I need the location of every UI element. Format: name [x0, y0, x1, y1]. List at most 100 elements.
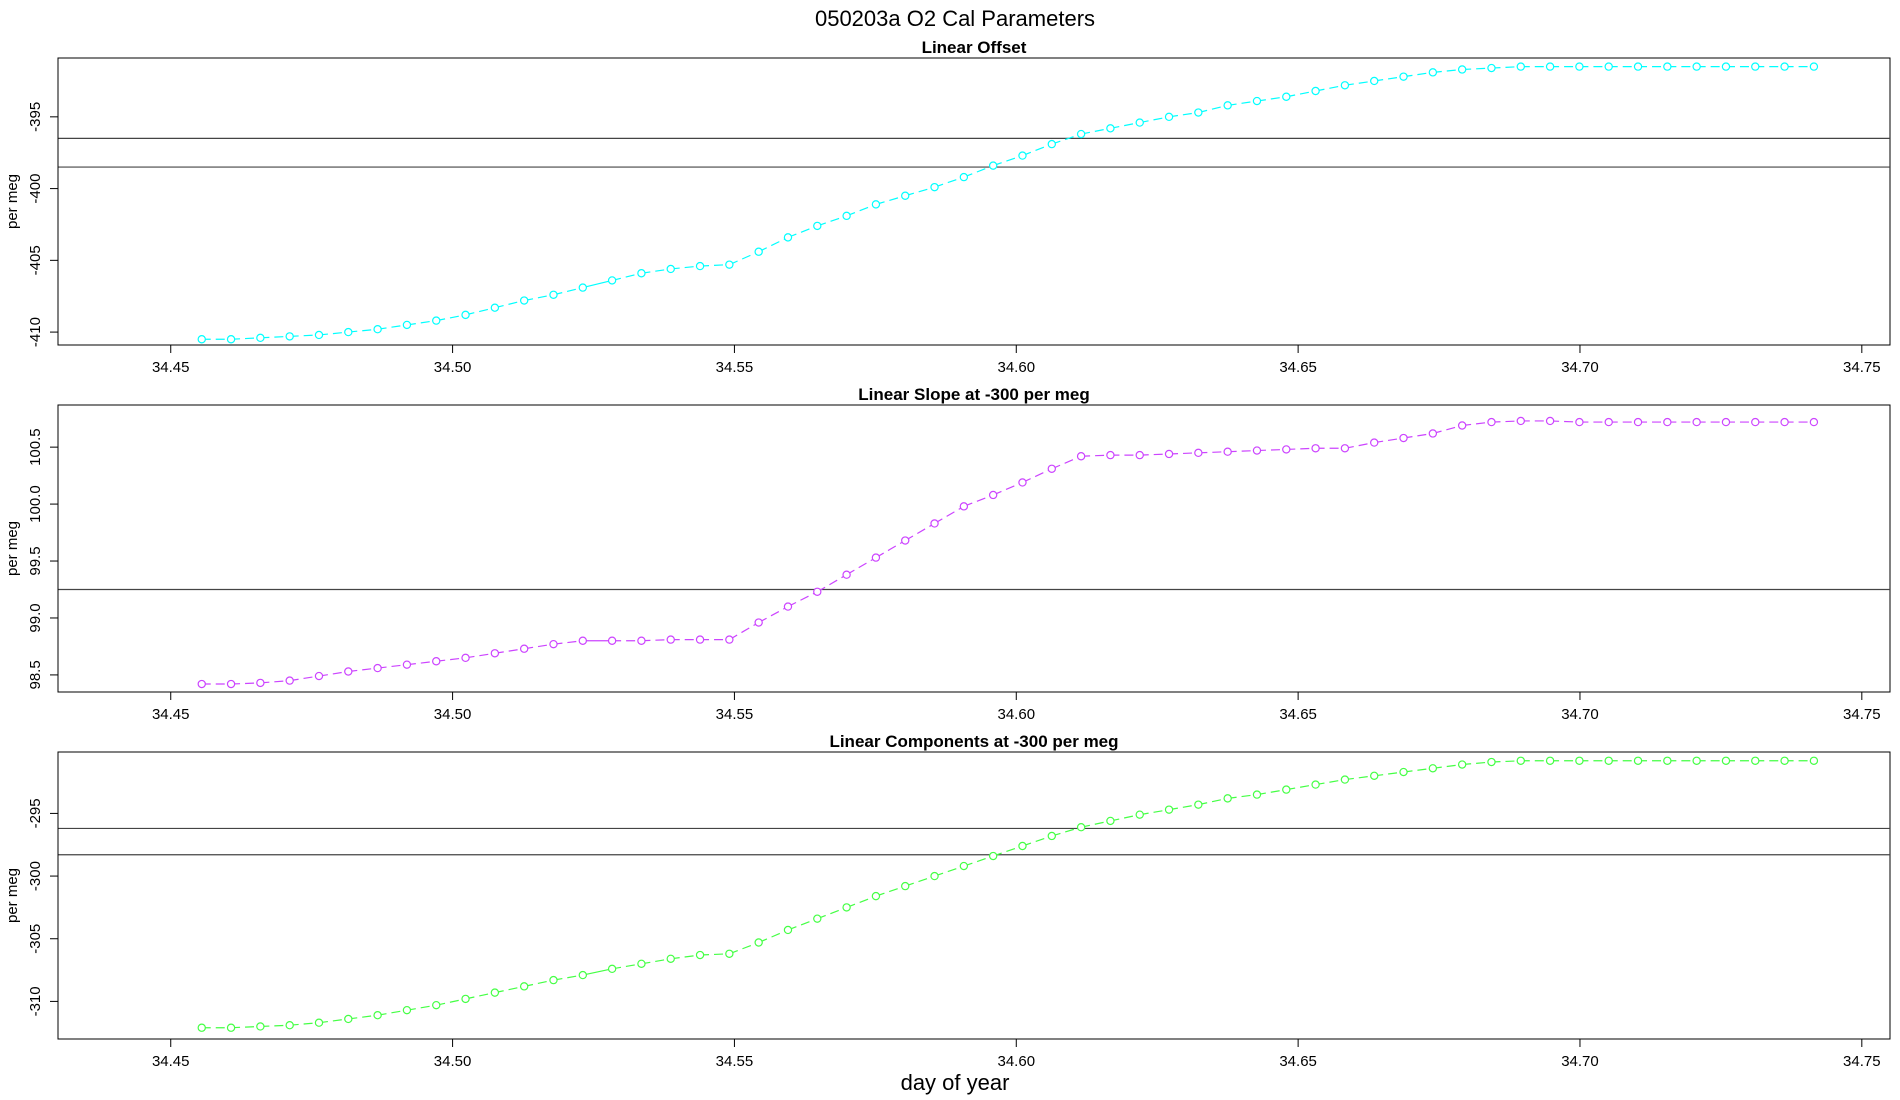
- data-point: [725, 260, 734, 269]
- data-point: [901, 881, 910, 891]
- data-point: [783, 602, 793, 611]
- x-tick-label: 34.45: [152, 706, 190, 723]
- data-point: [959, 861, 969, 871]
- y-tick-label: -400: [27, 174, 44, 204]
- data-point: [1692, 756, 1701, 765]
- data-point: [666, 954, 675, 963]
- data-point: [1106, 450, 1115, 460]
- series-segment: [465, 652, 495, 659]
- series-segment: [377, 1009, 408, 1016]
- data-point: [1252, 446, 1262, 455]
- series-segment: [494, 648, 525, 654]
- series-segment: [963, 855, 994, 867]
- series-segment: [1491, 66, 1521, 69]
- data-point: [1487, 757, 1496, 767]
- series-segment: [1462, 421, 1492, 427]
- series-segment: [1403, 767, 1433, 773]
- data-point: [1545, 416, 1555, 426]
- series-segment: [524, 979, 554, 987]
- series-segment: [758, 929, 789, 944]
- data-point: [197, 1023, 206, 1032]
- series-segment: [524, 294, 554, 302]
- data-point: [285, 1021, 294, 1030]
- series-segment: [787, 591, 818, 608]
- data-point: [783, 233, 793, 242]
- series-segment: [729, 941, 759, 955]
- series-segment: [1110, 121, 1140, 129]
- data-point: [1399, 72, 1408, 81]
- plot-frame: [57, 404, 1891, 693]
- x-tick-label: 34.60: [998, 1053, 1036, 1070]
- series-segment: [1051, 133, 1082, 145]
- data-point: [1340, 444, 1350, 453]
- data-point: [1282, 92, 1291, 101]
- series-segment: [963, 494, 994, 507]
- data-point: [490, 303, 500, 312]
- figure-xlabel: day of year: [901, 1070, 1010, 1095]
- data-point: [930, 871, 939, 881]
- data-point: [1311, 444, 1320, 453]
- data-point: [549, 975, 558, 985]
- data-point: [1721, 756, 1731, 765]
- data-point: [1164, 112, 1174, 122]
- data-point: [402, 660, 412, 669]
- data-point: [256, 333, 265, 343]
- data-point: [1370, 771, 1379, 781]
- series-segment: [1139, 809, 1170, 816]
- series-segment: [1139, 453, 1170, 456]
- series-segment: [700, 953, 730, 956]
- data-point: [1194, 800, 1203, 809]
- data-point: [1633, 417, 1643, 427]
- data-point: [1545, 62, 1555, 71]
- data-point: [578, 970, 587, 980]
- series-segment: [1491, 760, 1521, 763]
- series-segment: [758, 236, 789, 253]
- series-segment: [1286, 447, 1316, 451]
- series-segment: [582, 279, 613, 289]
- series-segment: [1344, 80, 1375, 86]
- data-point: [1692, 417, 1701, 427]
- series-segment: [553, 640, 583, 645]
- data-point: [1751, 62, 1760, 71]
- x-tick-label: 34.50: [434, 1053, 472, 1070]
- series-segment: [992, 481, 1023, 496]
- data-point: [901, 191, 910, 200]
- data-point: [1047, 139, 1056, 149]
- series-segment: [904, 522, 935, 542]
- data-point: [432, 657, 441, 666]
- data-point: [1780, 62, 1789, 71]
- y-tick-label: -295: [27, 798, 44, 828]
- series-segment: [1168, 111, 1199, 118]
- data-point: [813, 221, 822, 231]
- data-point: [1135, 810, 1144, 819]
- y-axis-label: per meg: [4, 521, 21, 576]
- data-point: [1370, 438, 1379, 447]
- data-point: [1428, 429, 1438, 438]
- data-point: [373, 663, 382, 673]
- data-point: [519, 644, 529, 653]
- data-point: [1135, 118, 1144, 127]
- series-segment: [905, 875, 935, 887]
- data-point: [1428, 68, 1438, 77]
- series-segment: [787, 225, 818, 238]
- data-point: [959, 502, 969, 511]
- data-point: [1516, 62, 1525, 71]
- data-point: [988, 161, 998, 170]
- data-point: [607, 964, 617, 974]
- data-point: [1018, 151, 1027, 160]
- series-segment: [641, 639, 671, 642]
- data-point: [754, 938, 763, 947]
- data-point: [344, 327, 353, 337]
- data-point: [1663, 62, 1672, 71]
- data-point: [490, 649, 500, 658]
- data-point: [842, 903, 851, 912]
- data-point: [1076, 452, 1086, 461]
- data-point: [1311, 86, 1320, 96]
- data-point: [1194, 448, 1203, 458]
- panel-title: Linear Components at -300 per meg: [829, 732, 1118, 751]
- data-point: [226, 1023, 236, 1032]
- data-point: [285, 676, 294, 685]
- series-segment: [1227, 449, 1257, 453]
- series-segment: [846, 203, 877, 217]
